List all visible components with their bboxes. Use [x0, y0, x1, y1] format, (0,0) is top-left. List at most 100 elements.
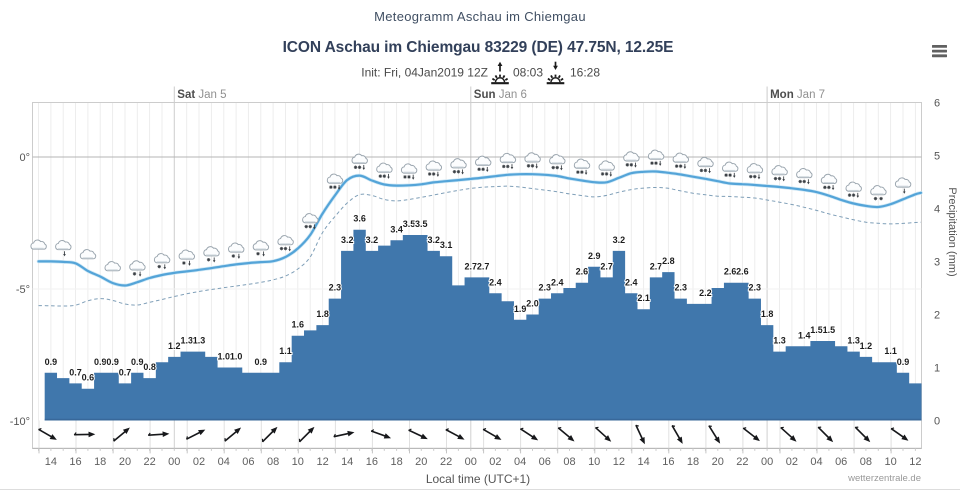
- svg-text:00: 00: [168, 456, 180, 468]
- svg-text:0.6: 0.6: [82, 373, 95, 383]
- svg-text:-5°: -5°: [16, 284, 30, 296]
- svg-text:5: 5: [934, 151, 940, 163]
- svg-text:00: 00: [465, 456, 477, 468]
- svg-text:12: 12: [316, 456, 328, 468]
- svg-text:0.7: 0.7: [69, 367, 82, 377]
- svg-text:12: 12: [613, 456, 625, 468]
- svg-text:2.7: 2.7: [600, 261, 613, 271]
- svg-text:14: 14: [637, 456, 649, 468]
- svg-text:02: 02: [786, 456, 798, 468]
- svg-text:2.4: 2.4: [625, 277, 638, 287]
- svg-text:0.9: 0.9: [131, 357, 144, 367]
- svg-text:2.9: 2.9: [588, 251, 601, 261]
- svg-text:1.9: 1.9: [514, 304, 527, 314]
- svg-text:1.8: 1.8: [316, 309, 329, 319]
- svg-text:1: 1: [934, 363, 940, 375]
- svg-text:Sat Jan 5: Sat Jan 5: [177, 89, 226, 101]
- svg-text:0.9: 0.9: [45, 357, 58, 367]
- svg-text:3.5: 3.5: [403, 219, 416, 229]
- svg-text:16: 16: [69, 456, 81, 468]
- svg-text:2.3: 2.3: [674, 283, 687, 293]
- svg-text:2.0: 2.0: [526, 299, 539, 309]
- svg-text:22: 22: [143, 456, 155, 468]
- svg-text:3: 3: [934, 257, 940, 269]
- svg-text:1.1: 1.1: [884, 346, 897, 356]
- svg-text:06: 06: [242, 456, 254, 468]
- svg-text:3.6: 3.6: [353, 214, 366, 224]
- svg-text:0°: 0°: [19, 152, 30, 164]
- svg-text:Precipitation (mm): Precipitation (mm): [946, 187, 958, 276]
- svg-text:2.1: 2.1: [637, 293, 650, 303]
- svg-text:1.3: 1.3: [773, 336, 786, 346]
- svg-text:Mon Jan 7: Mon Jan 7: [770, 89, 825, 101]
- svg-text:3.2: 3.2: [613, 235, 626, 245]
- svg-text:3.4: 3.4: [390, 224, 403, 234]
- svg-text:1.5: 1.5: [823, 325, 836, 335]
- svg-text:20: 20: [712, 456, 724, 468]
- svg-text:1.3: 1.3: [193, 336, 206, 346]
- svg-text:04: 04: [514, 456, 526, 468]
- svg-text:2.6: 2.6: [736, 267, 749, 277]
- svg-text:1.6: 1.6: [292, 320, 305, 330]
- svg-text:2.7: 2.7: [650, 261, 663, 271]
- svg-text:0.7: 0.7: [119, 367, 132, 377]
- svg-text:2.7: 2.7: [477, 261, 490, 271]
- svg-text:08: 08: [267, 456, 279, 468]
- svg-text:ICON Aschau im Chiemgau 83229: ICON Aschau im Chiemgau 83229 (DE) 47.75…: [283, 39, 674, 56]
- svg-text:3.1: 3.1: [440, 240, 453, 250]
- svg-text:10: 10: [292, 456, 304, 468]
- svg-text:06: 06: [835, 456, 847, 468]
- svg-text:2.3: 2.3: [539, 283, 552, 293]
- svg-text:06: 06: [539, 456, 551, 468]
- svg-text:4: 4: [934, 204, 940, 216]
- svg-text:16: 16: [366, 456, 378, 468]
- svg-text:0: 0: [934, 416, 940, 428]
- svg-text:04: 04: [218, 456, 230, 468]
- svg-text:08: 08: [860, 456, 872, 468]
- svg-text:1.1: 1.1: [279, 346, 292, 356]
- svg-text:Init: Fri, 04Jan2019 12Z: Init: Fri, 04Jan2019 12Z: [361, 66, 488, 80]
- svg-text:12: 12: [909, 456, 921, 468]
- svg-text:3.2: 3.2: [427, 235, 440, 245]
- svg-text:2.4: 2.4: [551, 277, 564, 287]
- svg-text:Sun Jan 6: Sun Jan 6: [474, 89, 527, 101]
- svg-text:08:03: 08:03: [513, 66, 543, 80]
- svg-text:2.3: 2.3: [329, 283, 342, 293]
- svg-text:1.8: 1.8: [761, 309, 774, 319]
- svg-text:10: 10: [884, 456, 896, 468]
- svg-text:1.2: 1.2: [168, 341, 181, 351]
- svg-text:Meteogramm Aschau im Chiemgau: Meteogramm Aschau im Chiemgau: [374, 9, 586, 24]
- svg-text:18: 18: [94, 456, 106, 468]
- svg-text:wetterzentrale.de: wetterzentrale.de: [847, 473, 921, 484]
- svg-text:0.9: 0.9: [106, 357, 119, 367]
- svg-text:02: 02: [489, 456, 501, 468]
- svg-text:-10°: -10°: [10, 416, 30, 428]
- svg-text:0.9: 0.9: [94, 357, 107, 367]
- svg-text:1.4: 1.4: [798, 330, 811, 340]
- svg-text:14: 14: [341, 456, 353, 468]
- svg-text:0.9: 0.9: [897, 357, 910, 367]
- svg-text:18: 18: [390, 456, 402, 468]
- svg-text:16:28: 16:28: [570, 66, 600, 80]
- svg-text:18: 18: [687, 456, 699, 468]
- svg-text:2.6: 2.6: [576, 267, 589, 277]
- svg-text:2.8: 2.8: [662, 256, 675, 266]
- svg-text:02: 02: [193, 456, 205, 468]
- svg-text:22: 22: [440, 456, 452, 468]
- svg-text:2: 2: [934, 310, 940, 322]
- svg-text:0.8: 0.8: [143, 362, 156, 372]
- svg-text:16: 16: [662, 456, 674, 468]
- svg-text:2.2: 2.2: [699, 288, 712, 298]
- svg-text:1.0: 1.0: [218, 352, 231, 362]
- svg-text:6: 6: [934, 98, 940, 110]
- svg-text:1.3: 1.3: [847, 336, 860, 346]
- svg-text:00: 00: [761, 456, 773, 468]
- svg-text:20: 20: [119, 456, 131, 468]
- svg-text:2.4: 2.4: [489, 277, 502, 287]
- svg-text:1.0: 1.0: [230, 352, 243, 362]
- svg-text:3.5: 3.5: [415, 219, 428, 229]
- svg-text:0.9: 0.9: [255, 357, 268, 367]
- svg-text:Local time (UTC+1): Local time (UTC+1): [426, 472, 530, 486]
- svg-text:1.2: 1.2: [860, 341, 873, 351]
- svg-text:2.3: 2.3: [749, 283, 762, 293]
